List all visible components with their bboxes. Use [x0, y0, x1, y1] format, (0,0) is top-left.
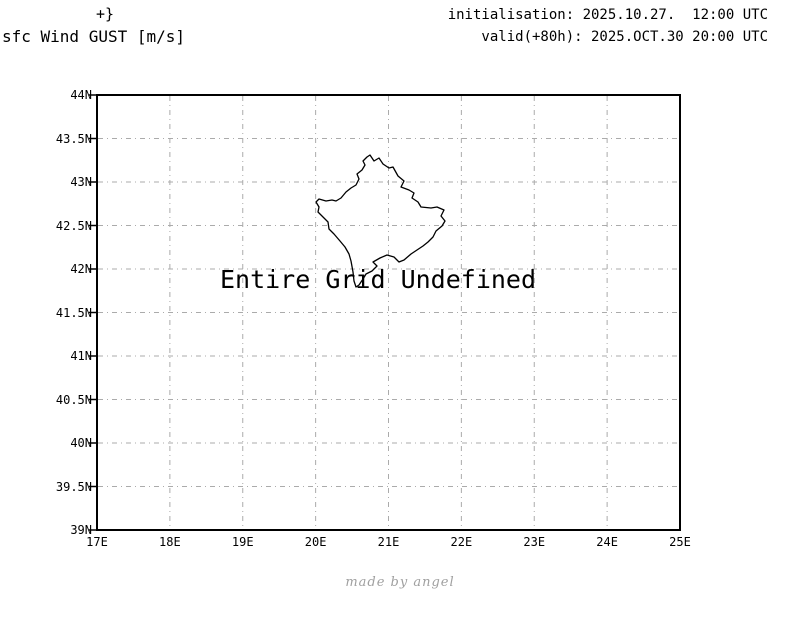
kosovo-outline — [315, 154, 446, 288]
x-axis-tick-label: 19E — [231, 535, 254, 549]
gridlines — [98, 96, 679, 529]
y-axis-tick-label: 44N — [70, 88, 92, 102]
x-axis-tick-label: 18E — [159, 535, 181, 549]
field-title: sfc Wind GUST [m/s] — [2, 27, 186, 46]
x-axis-tick-label: 20E — [304, 535, 327, 549]
x-axis-tick-label: 17E — [86, 535, 108, 549]
y-axis-tick-label: 43.5N — [55, 131, 92, 146]
y-axis-tick-label: 39.5N — [55, 479, 92, 494]
y-axis-tick-label: 40.5N — [55, 392, 92, 407]
axis-ticks — [89, 94, 96, 531]
y-axis-tick-label: 39N — [70, 523, 92, 537]
valid-time-label: valid(+80h): 2025.OCT.30 20:00 UTC — [481, 29, 768, 45]
y-axis-tick-label: 41N — [70, 349, 92, 363]
y-axis-tick-label: 40N — [70, 436, 92, 450]
map-plot-svg — [89, 94, 681, 531]
credit-text: made by angel — [345, 575, 455, 590]
y-axis-tick-label: 42N — [70, 262, 92, 276]
grid-undefined-message: Entire Grid Undefined — [219, 265, 537, 294]
x-axis-tick-label: 24E — [596, 535, 618, 549]
x-axis-tick-label: 23E — [523, 535, 546, 549]
y-axis-tick-label: 41.5N — [55, 305, 92, 320]
initialisation-time-label: initialisation: 2025.10.27. 12:00 UTC — [447, 7, 768, 23]
plot-border — [96, 94, 681, 531]
y-axis-tick-label: 43N — [70, 175, 92, 189]
x-axis-tick-label: 22E — [450, 535, 473, 549]
x-axis-tick-label: 25E — [669, 535, 691, 549]
x-axis-tick-label: 21E — [377, 535, 400, 549]
plot-area — [89, 94, 681, 531]
y-axis-tick-label: 42.5N — [55, 218, 92, 233]
marker-symbol: +} — [96, 5, 115, 23]
